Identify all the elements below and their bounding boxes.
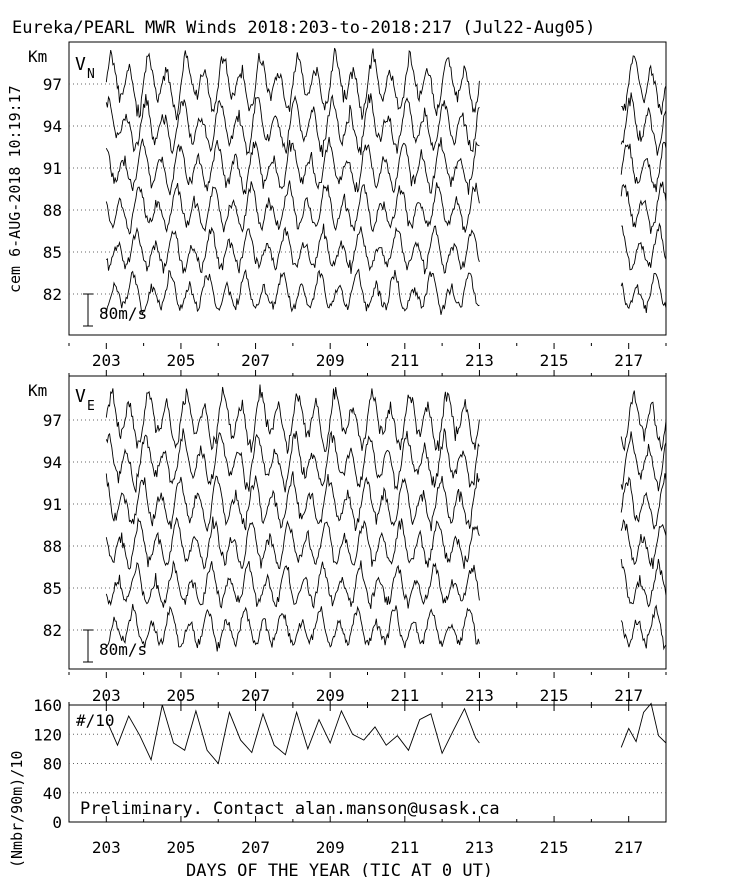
east-ylabel: Km — [28, 381, 47, 400]
wind-trace — [620, 473, 667, 530]
x-tick-label: 211 — [390, 686, 419, 705]
height-label: 88 — [43, 201, 62, 220]
count-y-tick-label: 40 — [43, 784, 62, 803]
height-label: 85 — [43, 579, 62, 598]
wind-trace — [105, 136, 480, 196]
count-y-tick-label: 160 — [33, 696, 62, 715]
x-tick-label: 203 — [92, 351, 121, 370]
east-panel-title-sub: E — [87, 399, 95, 414]
x-tick-label: 213 — [465, 838, 494, 857]
wind-trace — [620, 272, 667, 313]
count-y-tick-label: 120 — [33, 725, 62, 744]
x-tick-label: 215 — [540, 838, 569, 857]
north-ylabel: Km — [28, 47, 47, 66]
wind-trace — [105, 93, 480, 158]
height-label: 97 — [43, 75, 62, 94]
wind-trace — [620, 92, 667, 156]
contact-note: Preliminary. Contact alan.manson@usask.c… — [80, 799, 500, 819]
count-trace — [620, 702, 667, 748]
count-panel-title: #/10 — [76, 711, 115, 730]
x-tick-label: 207 — [241, 351, 270, 370]
x-tick-label: 209 — [316, 838, 345, 857]
height-label: 91 — [43, 159, 62, 178]
x-tick-label: 213 — [465, 351, 494, 370]
wind-trace — [105, 47, 480, 121]
x-tick-label: 217 — [614, 351, 643, 370]
x-tick-label: 215 — [540, 686, 569, 705]
wind-trace — [620, 519, 667, 569]
height-label: 91 — [43, 495, 62, 514]
x-tick-label: 211 — [390, 351, 419, 370]
wind-trace — [620, 558, 667, 608]
x-tick-label: 215 — [540, 351, 569, 370]
height-label: 88 — [43, 537, 62, 556]
count-y-tick-label: 80 — [43, 755, 62, 774]
chart-title: Eureka/PEARL MWR Winds 2018:203-to-2018:… — [12, 18, 595, 38]
wind-trace — [105, 268, 480, 316]
wind-trace — [105, 559, 480, 609]
panel-north-frame — [68, 41, 667, 336]
x-tick-label: 203 — [92, 686, 121, 705]
height-label: 94 — [43, 453, 62, 472]
x-tick-label: 211 — [390, 838, 419, 857]
count-ylabel: (Nmbr/90m)/10 — [8, 751, 26, 868]
wind-trace — [105, 384, 480, 454]
x-tick-label: 207 — [241, 838, 270, 857]
height-label: 82 — [43, 285, 62, 304]
wind-trace — [620, 390, 667, 452]
wind-trace — [105, 603, 480, 652]
count-trace — [105, 704, 480, 765]
wind-trace — [105, 471, 480, 532]
wind-trace — [105, 428, 480, 493]
count-y-tick-label: 0 — [52, 813, 62, 832]
side-label: cem 6-AUG-2018 10:19:17 — [6, 85, 24, 293]
north-panel-title: V — [75, 54, 86, 75]
height-label: 97 — [43, 411, 62, 430]
x-tick-label: 205 — [166, 686, 195, 705]
height-label: 94 — [43, 117, 62, 136]
wind-trace — [106, 223, 480, 275]
x-tick-label: 217 — [614, 838, 643, 857]
north-panel-title-sub: N — [87, 67, 95, 82]
wind-trace — [621, 222, 667, 271]
x-tick-label: 205 — [166, 351, 195, 370]
north-scale-label: 80m/s — [99, 304, 147, 323]
x-tick-label: 209 — [316, 686, 345, 705]
x-tick-label: 205 — [166, 838, 195, 857]
wind-trace — [620, 181, 667, 234]
x-axis-label: DAYS OF THE YEAR (TIC AT 0 UT) — [186, 861, 493, 877]
east-scale-label: 80m/s — [99, 640, 147, 659]
wind-trace — [620, 431, 667, 492]
wind-trace — [105, 180, 480, 235]
x-tick-label: 207 — [241, 686, 270, 705]
wind-trace — [621, 55, 667, 115]
x-tick-label: 213 — [465, 686, 494, 705]
x-tick-label: 203 — [92, 838, 121, 857]
east-panel-title: V — [75, 386, 86, 407]
x-tick-label: 217 — [614, 686, 643, 705]
x-tick-label: 209 — [316, 351, 345, 370]
wind-trace — [105, 516, 480, 570]
height-label: 85 — [43, 243, 62, 262]
height-label: 82 — [43, 621, 62, 640]
wind-trace — [620, 604, 667, 651]
wind-trace — [620, 141, 667, 193]
